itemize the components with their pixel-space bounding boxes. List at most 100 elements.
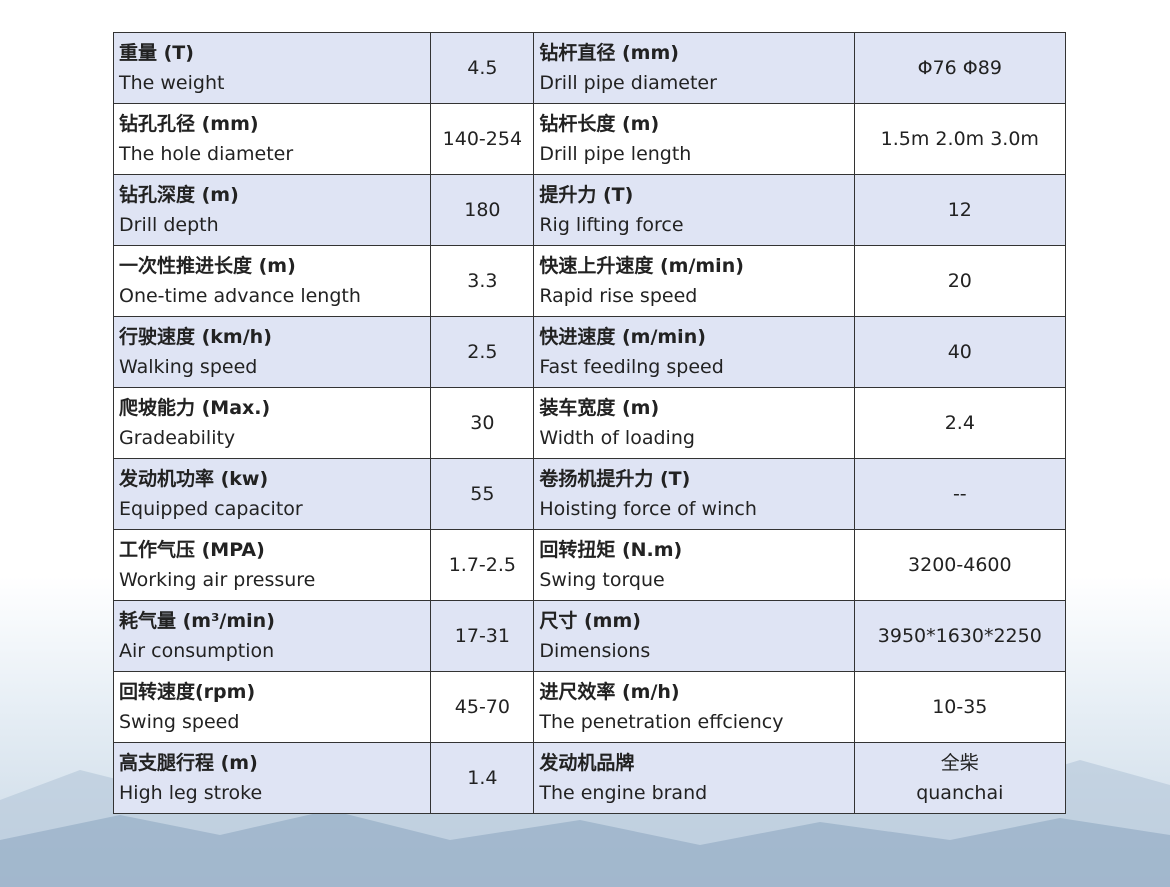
- value-cell: 1.7-2.5: [430, 529, 535, 601]
- table-row: 爬坡能力 (Max.) Gradeability 30 装车宽度 (m) Width o…: [112, 387, 1067, 459]
- label-en: Drill depth: [119, 214, 219, 236]
- label-en: High leg stroke: [119, 782, 263, 804]
- value-text: 45-70: [454, 696, 510, 718]
- value-cell: Φ76 Φ89: [853, 32, 1067, 104]
- table-row: 钻孔深度 (m) Drill depth 180 提升力 (T) Rig lifting…: [112, 174, 1067, 246]
- value-text: 180: [464, 199, 501, 221]
- label-en: The weight: [119, 72, 225, 94]
- value-text: 17-31: [454, 625, 510, 647]
- value-text: quanchai: [916, 782, 1004, 804]
- label-en: Width of loading: [539, 427, 695, 449]
- value-text: 3200-4600: [908, 554, 1012, 576]
- label-cell: 发动机功率 (kw) Equipped capacitor: [112, 458, 432, 530]
- table-row: 钻孔孔径 (mm) The hole diameter 140-254 钻杆长度 (m…: [112, 103, 1067, 175]
- label-cn: 卷扬机提升力 (T): [539, 468, 691, 490]
- label-cn: 尺寸 (mm): [539, 610, 641, 632]
- value-text: 30: [470, 412, 495, 434]
- value-text: 2.4: [944, 412, 975, 434]
- label-cn: 发动机品牌: [539, 752, 635, 774]
- label-cn: 回转扭矩 (N.m): [539, 539, 683, 561]
- label-cell: 快速上升速度 (m/min) Rapid rise speed: [533, 245, 855, 317]
- value-cell: 55: [430, 458, 535, 530]
- label-cell: 一次性推进长度 (m) One-time advance length: [112, 245, 432, 317]
- value-text: 2.5: [467, 341, 498, 363]
- value-text: 10-35: [932, 696, 988, 718]
- label-cell: 发动机品牌 The engine brand: [533, 742, 855, 814]
- value-text: --: [952, 483, 967, 505]
- label-en: Walking speed: [119, 356, 258, 378]
- value-text: 全柴: [940, 752, 979, 774]
- value-cell: 全柴 quanchai: [853, 742, 1067, 814]
- value-text: 40: [947, 341, 972, 363]
- value-cell: 3.3: [430, 245, 535, 317]
- value-cell: 3200-4600: [853, 529, 1067, 601]
- label-cn: 工作气压 (MPA): [119, 539, 265, 561]
- label-cell: 爬坡能力 (Max.) Gradeability: [112, 387, 432, 459]
- label-cn: 爬坡能力 (Max.): [119, 397, 271, 419]
- label-en: Dimensions: [539, 640, 651, 662]
- table-row: 高支腿行程 (m) High leg stroke 1.4 发动机品牌 The engi…: [112, 742, 1067, 814]
- label-cn: 行驶速度 (km/h): [119, 326, 272, 348]
- value-text: 1.5m 2.0m 3.0m: [880, 128, 1039, 150]
- value-cell: 1.5m 2.0m 3.0m: [853, 103, 1067, 175]
- label-en: Equipped capacitor: [119, 498, 303, 520]
- label-en: The penetration effciency: [539, 711, 784, 733]
- value-text: 4.5: [467, 57, 498, 79]
- label-en: Hoisting force of winch: [539, 498, 757, 520]
- value-cell: 45-70: [430, 671, 535, 743]
- value-cell: 4.5: [430, 32, 535, 104]
- value-cell: 140-254: [430, 103, 535, 175]
- label-en: The engine brand: [539, 782, 708, 804]
- label-cell: 工作气压 (MPA) Working air pressure: [112, 529, 432, 601]
- label-cell: 钻孔深度 (m) Drill depth: [112, 174, 432, 246]
- value-cell: 40: [853, 316, 1067, 388]
- label-cn: 进尺效率 (m/h): [539, 681, 680, 703]
- value-cell: 2.4: [853, 387, 1067, 459]
- label-en: Working air pressure: [119, 569, 316, 591]
- label-cn: 重量 (T): [119, 42, 194, 64]
- value-cell: 12: [853, 174, 1067, 246]
- value-text: 20: [947, 270, 972, 292]
- label-en: Swing speed: [119, 711, 240, 733]
- label-en: Drill pipe length: [539, 143, 692, 165]
- label-cn: 钻杆长度 (m): [539, 113, 660, 135]
- label-cn: 快进速度 (m/min): [539, 326, 706, 348]
- label-cell: 耗气量 (m³/min) Air consumption: [112, 600, 432, 672]
- label-cell: 回转扭矩 (N.m) Swing torque: [533, 529, 855, 601]
- value-cell: 30: [430, 387, 535, 459]
- label-en: One-time advance length: [119, 285, 361, 307]
- value-cell: 10-35: [853, 671, 1067, 743]
- label-cn: 提升力 (T): [539, 184, 634, 206]
- table-row: 回转速度(rpm) Swing speed 45-70 进尺效率 (m/h) The p…: [112, 671, 1067, 743]
- label-cell: 提升力 (T) Rig lifting force: [533, 174, 855, 246]
- label-en: The hole diameter: [119, 143, 294, 165]
- value-text: 55: [470, 483, 495, 505]
- label-cell: 装车宽度 (m) Width of loading: [533, 387, 855, 459]
- label-cn: 回转速度(rpm): [119, 681, 256, 703]
- table-row: 耗气量 (m³/min) Air consumption 17-31 尺寸 (mm) D…: [112, 600, 1067, 672]
- value-cell: 17-31: [430, 600, 535, 672]
- label-en: Gradeability: [119, 427, 236, 449]
- value-cell: 180: [430, 174, 535, 246]
- label-cell: 进尺效率 (m/h) The penetration effciency: [533, 671, 855, 743]
- label-cell: 钻杆直径 (mm) Drill pipe diameter: [533, 32, 855, 104]
- value-text: 1.7-2.5: [448, 554, 517, 576]
- label-cn: 钻杆直径 (mm): [539, 42, 679, 64]
- label-cell: 钻孔孔径 (mm) The hole diameter: [112, 103, 432, 175]
- label-cn: 钻孔孔径 (mm): [119, 113, 259, 135]
- table-row: 一次性推进长度 (m) One-time advance length 3.3 快速上…: [112, 245, 1067, 317]
- label-cn: 发动机功率 (kw): [119, 468, 269, 490]
- value-text: 3950*1630*2250: [877, 625, 1042, 647]
- label-en: Rig lifting force: [539, 214, 684, 236]
- label-en: Air consumption: [119, 640, 275, 662]
- value-text: 12: [947, 199, 972, 221]
- label-en: Fast feedilng speed: [539, 356, 724, 378]
- label-cell: 回转速度(rpm) Swing speed: [112, 671, 432, 743]
- label-en: Drill pipe diameter: [539, 72, 717, 94]
- value-text: Φ76 Φ89: [917, 57, 1002, 79]
- table-row: 行驶速度 (km/h) Walking speed 2.5 快进速度 (m/min) F…: [112, 316, 1067, 388]
- label-cell: 重量 (T) The weight: [112, 32, 432, 104]
- value-cell: 1.4: [430, 742, 535, 814]
- value-cell: --: [853, 458, 1067, 530]
